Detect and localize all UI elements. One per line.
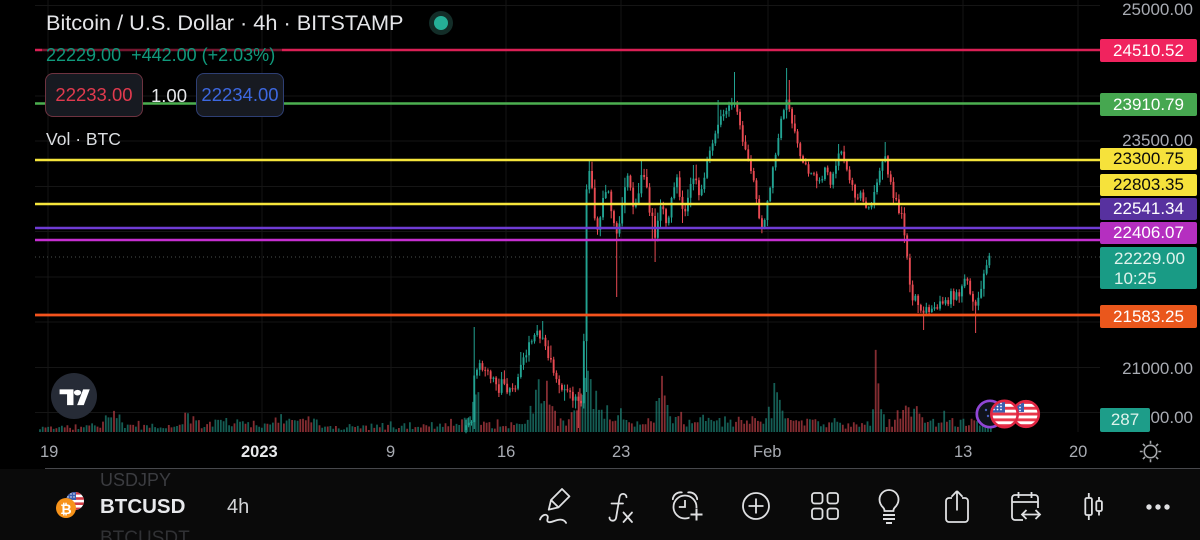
svg-text:₿: ₿ [60,501,71,517]
